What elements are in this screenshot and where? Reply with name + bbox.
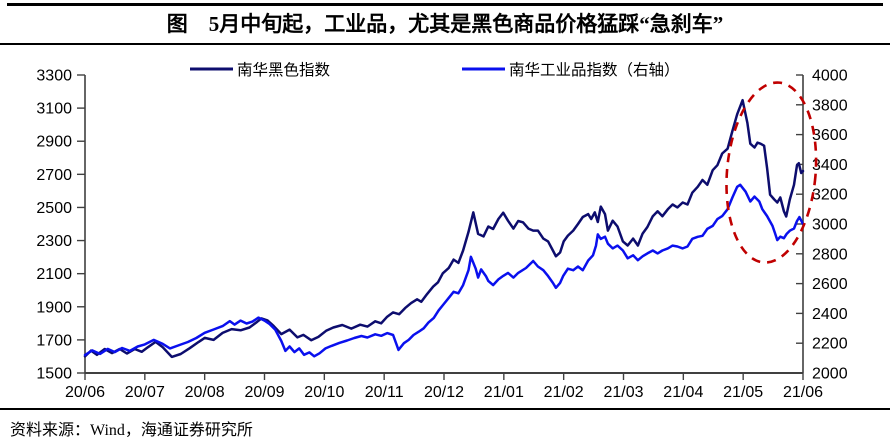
x-axis-tick-label: 20/12 <box>424 384 464 401</box>
left-axis-tick-label: 2700 <box>36 167 72 184</box>
left-axis-tick-label: 3100 <box>36 101 72 118</box>
industrial-index-line <box>83 183 805 358</box>
left-axis-tick-label: 1900 <box>36 299 72 316</box>
left-axis-tick-label: 1500 <box>36 366 72 383</box>
x-axis-tick-label: 20/07 <box>125 384 165 401</box>
right-axis-tick-label: 2400 <box>812 306 848 323</box>
left-axis-tick-label: 1700 <box>36 332 72 349</box>
axes <box>77 74 804 380</box>
right-axis-tick-label: 2800 <box>812 246 848 263</box>
top-border <box>7 3 883 6</box>
axis-labels: 3300 3100 2900 2700 2500 2300 2100 1900 1700 1500… <box>36 68 847 402</box>
annotations <box>725 81 818 264</box>
right-axis-tick-label: 3400 <box>812 157 848 174</box>
right-axis-tick-label: 3200 <box>812 187 848 204</box>
x-axis-tick-label: 21/01 <box>484 384 524 401</box>
left-axis-tick-label: 2900 <box>36 134 72 151</box>
legend: 南华黑色指数 南华工业品指数（右轴） <box>190 61 680 79</box>
series-lines <box>83 98 805 359</box>
right-axis-tick-label: 4000 <box>812 68 848 85</box>
legend-label-black-index: 南华黑色指数 <box>237 61 331 79</box>
right-axis-tick-label: 3000 <box>812 217 848 234</box>
x-axis-tick-label: 21/02 <box>544 384 584 401</box>
right-axis-tick-label: 3800 <box>812 97 848 114</box>
x-axis-tick-label: 20/08 <box>185 384 225 401</box>
left-axis-tick-label: 2100 <box>36 266 72 283</box>
x-axis-tick-label: 20/10 <box>304 384 344 401</box>
highlight-ellipse <box>725 81 818 264</box>
x-axis-tick-label: 20/11 <box>365 384 404 401</box>
x-axis-tick-label: 21/03 <box>603 384 643 401</box>
left-axis-tick-label: 2300 <box>36 233 72 250</box>
x-axis-tick-label: 21/04 <box>663 384 703 401</box>
figure-title: 图 5月中旬起，工业品，尤其是黑色商品价格猛踩“急刹车” <box>166 12 724 36</box>
x-axis-tick-label: 21/05 <box>723 384 763 401</box>
left-axis-tick-label: 3300 <box>36 68 72 85</box>
right-axis-tick-label: 3600 <box>812 127 848 144</box>
right-axis-tick-label: 2600 <box>812 276 848 293</box>
right-axis-tick-label: 2000 <box>812 366 848 383</box>
black-index-line <box>83 98 805 359</box>
source-note: 资料来源：Wind，海通证券研究所 <box>10 422 253 439</box>
x-axis-tick-label: 21/06 <box>783 384 823 401</box>
title-divider <box>0 43 890 45</box>
right-axis-tick-label: 2200 <box>812 336 848 353</box>
legend-label-industrial-index: 南华工业品指数（右轴） <box>509 61 680 79</box>
x-axis-tick-label: 20/06 <box>65 384 105 401</box>
left-axis-tick-label: 2500 <box>36 200 72 217</box>
x-axis-tick-label: 20/09 <box>244 384 284 401</box>
footer-divider <box>0 408 890 410</box>
